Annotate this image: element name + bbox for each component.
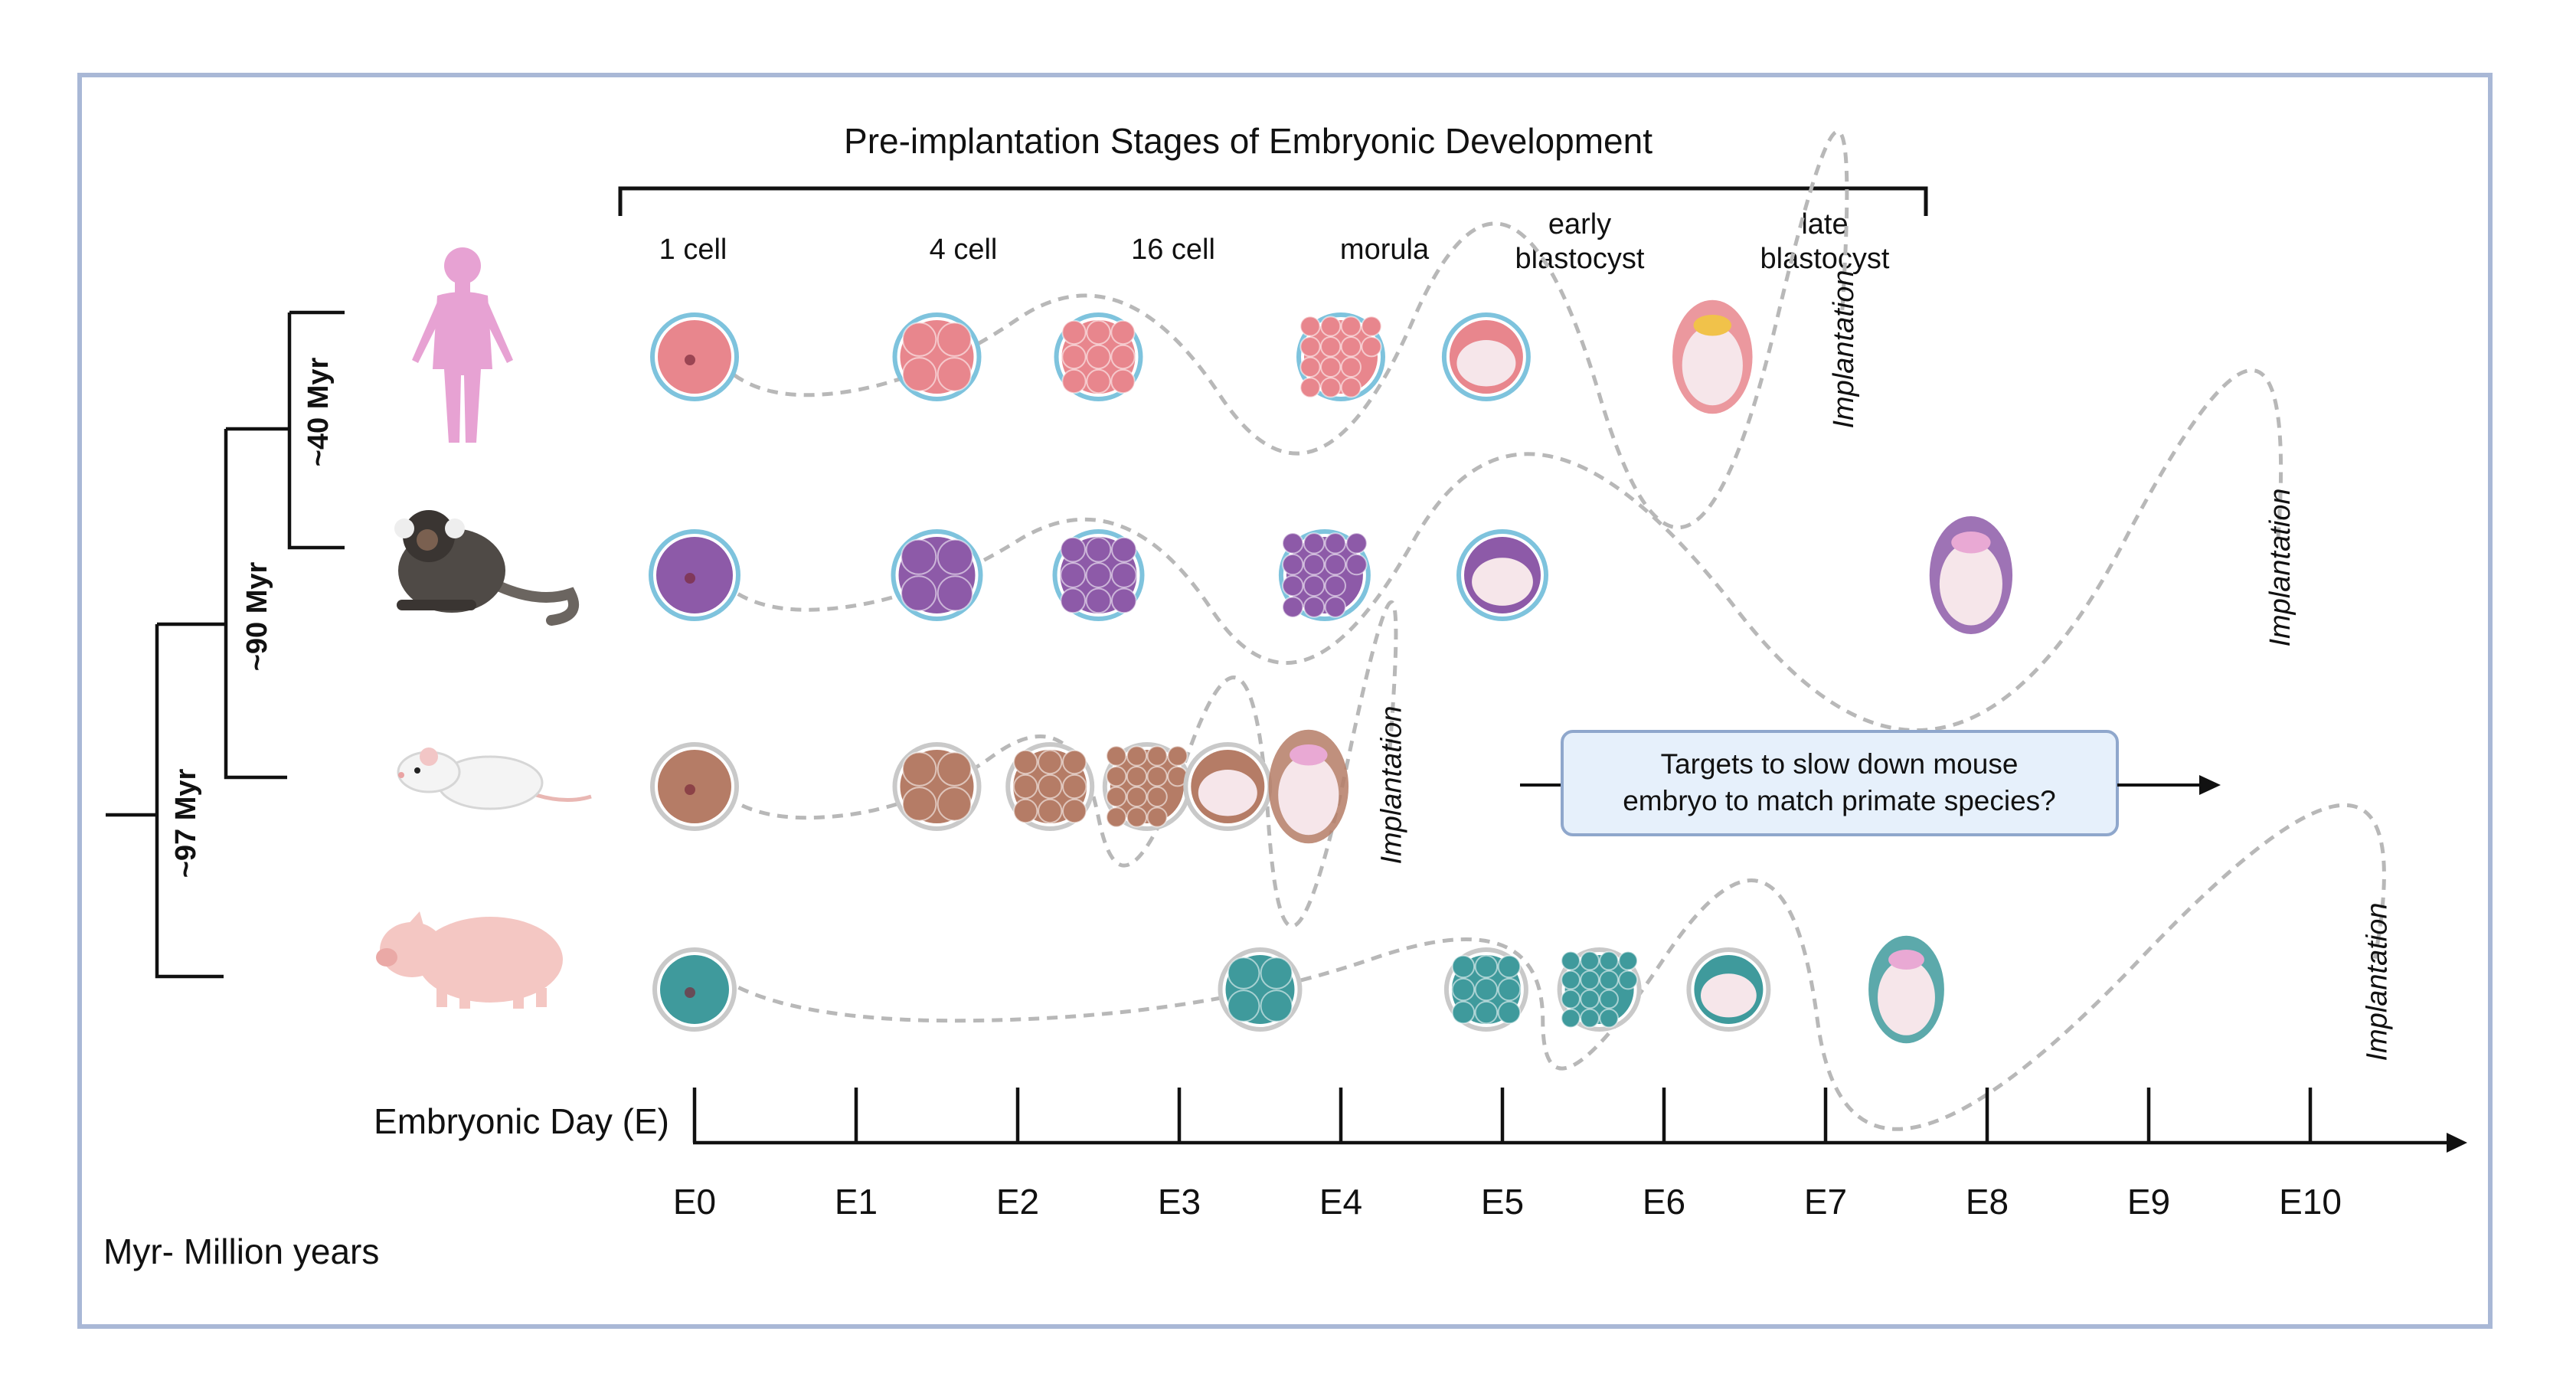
figure-title: Pre-implantation Stages of Embryonic Dev… — [844, 121, 1652, 161]
myr-legend-note: Myr- Million years — [103, 1232, 379, 1271]
human-embryo-stage — [1441, 312, 1531, 401]
axis-tick-label: E7 — [1804, 1182, 1847, 1222]
human-embryo-stage — [1672, 299, 1753, 414]
marmoset-embryo-stage — [891, 529, 983, 621]
marmoset-embryo-stage — [1052, 529, 1145, 621]
marmoset-embryo-stage — [1278, 529, 1371, 621]
pig-icon — [376, 911, 563, 1009]
axis-tick-label: E8 — [1966, 1182, 2009, 1222]
pig-embryo-stage — [652, 947, 737, 1032]
mouse-embryo-row: Implantation — [650, 600, 1407, 928]
pig-embryo-row: Implantation — [652, 803, 2393, 1131]
human-implantation-label: Implantation — [1828, 270, 1860, 428]
pig-implantation-label: Implantation — [2361, 902, 2393, 1061]
human-embryo-row: Implantation — [650, 129, 1860, 530]
marmoset-embryo-stage — [649, 529, 740, 621]
pig-embryo-stage — [1443, 947, 1528, 1032]
human-embryo-stage — [892, 312, 982, 401]
marmoset-development-path — [692, 368, 2283, 733]
axis-tick-label: E3 — [1158, 1182, 1201, 1222]
human-development-path — [692, 129, 1849, 530]
node-97-label: ~97 Myr — [170, 768, 202, 878]
axis-tick-label: E6 — [1643, 1182, 1685, 1222]
marmoset-embryo-stage — [1456, 529, 1548, 621]
mouse-icon — [397, 747, 592, 810]
node-90-label: ~90 Myr — [241, 561, 273, 671]
pig-embryo-stage — [1686, 947, 1771, 1032]
axis-tick-label: E2 — [996, 1182, 1039, 1222]
stage-label: 4 cell — [930, 234, 998, 266]
stage-label: late blastocyst — [1760, 208, 1890, 275]
human-embryo-stage — [650, 312, 739, 401]
species-rows: Implantation Implantation Implantation Impl… — [649, 129, 2393, 1131]
stage-label: morula — [1340, 234, 1430, 266]
time-axis-arrowhead — [2447, 1133, 2467, 1153]
node-40-label: ~40 Myr — [302, 357, 335, 466]
callout-arrowhead — [2199, 775, 2221, 795]
marmoset-embryo-stage — [1929, 516, 2013, 634]
figure-frame — [77, 73, 2493, 1329]
axis-tick-label: E5 — [1481, 1182, 1524, 1222]
human-embryo-stage — [1296, 312, 1385, 401]
axis-label: Embryonic Day (E) — [374, 1101, 669, 1141]
callout-box — [1561, 730, 2119, 836]
marmoset-icon — [394, 510, 580, 626]
phylogenetic-tree — [106, 310, 345, 979]
mouse-implantation-label: Implantation — [1375, 705, 1407, 864]
mouse-embryo-stage — [1102, 742, 1192, 831]
human-icon — [412, 247, 513, 443]
marmoset-embryo-row: Implantation — [649, 368, 2296, 733]
stage-label: 16 cell — [1131, 234, 1215, 266]
pig-embryo-stage — [1868, 935, 1944, 1044]
mouse-embryo-stage — [1005, 742, 1095, 831]
axis-tick-label: E1 — [835, 1182, 878, 1222]
pig-embryo-stage — [1218, 947, 1303, 1032]
stage-label: 1 cell — [659, 234, 727, 266]
marmoset-implantation-label: Implantation — [2264, 488, 2296, 646]
mouse-embryo-stage — [1268, 729, 1349, 844]
pig-embryo-stage — [1557, 947, 1642, 1032]
human-embryo-stage — [1054, 312, 1143, 401]
axis-tick-label: E9 — [2127, 1182, 2170, 1222]
mouse-embryo-stage — [650, 742, 739, 831]
axis-tick-label: E10 — [2279, 1182, 2342, 1222]
pig-development-path — [693, 803, 2386, 1131]
mouse-embryo-stage — [1183, 742, 1273, 831]
callout-text: Targets to slow down mouse embryo to matc… — [1623, 748, 2056, 816]
axis-ticks: E0 E1 E2 E3 E4 E5 E6 E7 E8 E9 E10 — [673, 1088, 2342, 1222]
stage-bracket — [618, 186, 1928, 216]
axis-tick-label: E4 — [1319, 1182, 1362, 1222]
mouse-embryo-stage — [892, 742, 982, 831]
axis-tick-label: E0 — [673, 1182, 716, 1222]
